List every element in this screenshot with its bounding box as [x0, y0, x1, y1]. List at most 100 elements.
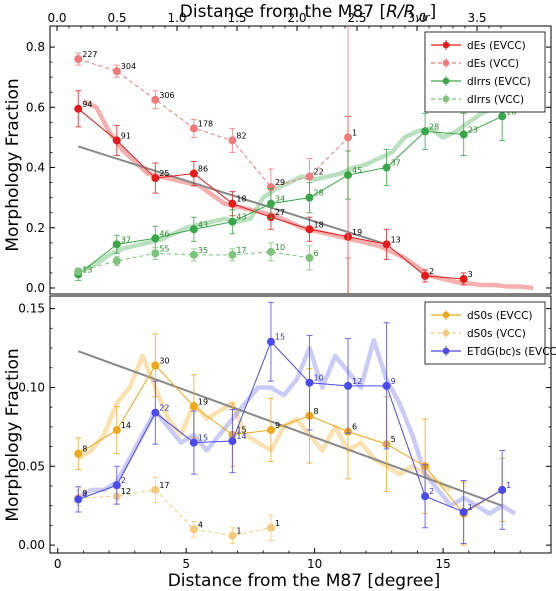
- data-point: [189, 525, 198, 534]
- legend-label: dEs (VCC): [467, 58, 519, 70]
- data-label: 9: [275, 421, 280, 430]
- data-point: [189, 225, 198, 234]
- top-x-tick-label: 2.5: [347, 11, 366, 25]
- data-label: 6: [313, 249, 318, 258]
- legend-label: dS0s (EVCC): [467, 310, 533, 322]
- data-label: 94: [82, 100, 92, 109]
- data-label: 10: [275, 243, 285, 252]
- data-label: 2: [429, 487, 434, 496]
- data-label: 14: [236, 432, 246, 441]
- data-point: [305, 193, 314, 202]
- data-label: 25: [159, 169, 169, 178]
- data-point: [74, 449, 83, 458]
- data-label: 55: [159, 244, 169, 253]
- axes-frame: [49, 25, 552, 295]
- series-line: [78, 364, 503, 515]
- smoothed-band: [82, 87, 522, 272]
- data-point: [228, 217, 237, 226]
- data-point: [189, 402, 198, 411]
- data-label: 4: [198, 520, 203, 529]
- data-point: [189, 169, 198, 178]
- top-axis-title: Distance from the M87 [R/Rvir]: [180, 2, 436, 24]
- data-label: 1: [468, 503, 473, 512]
- data-label: 19: [198, 397, 208, 406]
- data-point: [228, 250, 237, 259]
- data-label: 9: [391, 377, 396, 386]
- x-tick-label: 15: [435, 557, 450, 571]
- data-point: [228, 136, 237, 145]
- data-label: 27: [275, 208, 285, 217]
- data-label: 43: [236, 213, 246, 222]
- data-point: [74, 495, 83, 504]
- data-point: [344, 133, 353, 142]
- top-x-tick-label: 3.0: [407, 11, 426, 25]
- data-point: [151, 408, 160, 417]
- data-label: 18: [313, 220, 323, 229]
- top-y-axis-title: Morphology Fraction: [3, 78, 23, 251]
- data-label: 17: [236, 246, 246, 255]
- data-point: [151, 249, 160, 258]
- data-point: [421, 492, 430, 501]
- data-label: 14: [121, 421, 131, 430]
- data-point: [305, 225, 314, 234]
- data-point: [112, 136, 121, 145]
- data-label: 46: [159, 229, 169, 238]
- data-label: 5: [391, 435, 396, 444]
- data-label: 2: [429, 267, 434, 276]
- y-tick-label: 0.2: [26, 221, 45, 235]
- x-tick-label: 5: [182, 557, 190, 571]
- legend-label: dIrrs (EVCC): [467, 76, 531, 88]
- data-point: [459, 130, 468, 139]
- data-label: 10: [313, 374, 323, 383]
- data-label: 37: [391, 159, 401, 168]
- legend-marker: [442, 41, 450, 49]
- data-label: 1: [506, 481, 511, 490]
- x-tick-label: 0: [54, 557, 62, 571]
- data-point: [151, 174, 160, 183]
- data-point: [189, 250, 198, 259]
- data-label: 30: [159, 356, 169, 365]
- data-point: [151, 95, 160, 104]
- data-label: 304: [121, 62, 136, 71]
- top-x-tick-label: 0.5: [107, 11, 126, 25]
- data-point: [151, 485, 160, 494]
- data-point: [228, 199, 237, 208]
- data-point: [228, 437, 237, 446]
- data-label: 37: [121, 235, 131, 244]
- data-point: [189, 438, 198, 447]
- data-label: 28: [429, 122, 439, 131]
- data-point: [498, 485, 507, 494]
- data-point: [344, 171, 353, 180]
- legend: dEs (EVCC) dEs (VCC) dIrrs (EVCC) dIrrs (VC…: [424, 31, 546, 113]
- x-tick-label: 10: [307, 557, 322, 571]
- y-tick-label: 0.10: [18, 380, 45, 394]
- y-tick-label: 0.6: [26, 100, 45, 114]
- data-label: 86: [198, 165, 208, 174]
- data-label: 1: [352, 128, 357, 137]
- data-label: 9: [82, 489, 87, 498]
- data-point: [382, 381, 391, 390]
- legend: dS0s (EVCC) dS0s (VCC) ETdG(bc)s (EVCC): [424, 301, 556, 365]
- data-label: 227: [82, 50, 97, 59]
- bottom-y-axis-title: Morphology Fraction: [3, 348, 23, 521]
- data-label: 178: [198, 119, 213, 128]
- smoothed-band: [77, 337, 517, 516]
- data-point: [112, 67, 121, 76]
- series-line: [78, 58, 349, 188]
- data-point: [382, 240, 391, 249]
- data-label: 1: [236, 527, 241, 536]
- data-label: 15: [236, 426, 246, 435]
- data-label: 91: [121, 131, 131, 140]
- y-tick-label: 0.8: [26, 40, 45, 54]
- legend-marker: [442, 329, 450, 337]
- data-point: [382, 163, 391, 172]
- data-point: [74, 55, 83, 64]
- data-label: 12: [352, 377, 362, 386]
- data-label: 8: [82, 445, 87, 454]
- data-label: 12: [121, 487, 131, 496]
- data-label: 22: [313, 168, 323, 177]
- data-point: [305, 253, 314, 262]
